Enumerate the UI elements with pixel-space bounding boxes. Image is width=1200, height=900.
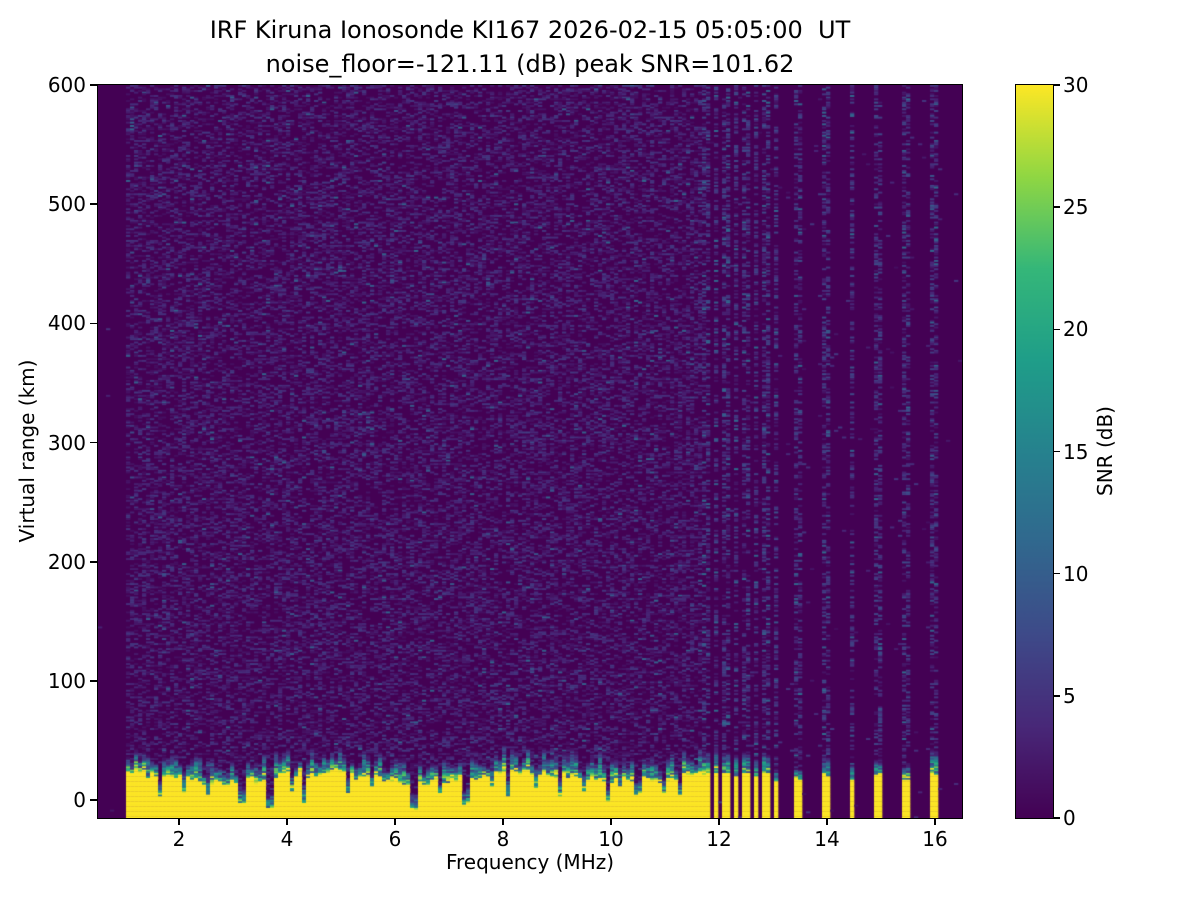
colorbar-tick-mark [1054,206,1060,208]
colorbar-tick-label: 30 [1063,73,1089,97]
colorbar-canvas [1015,84,1054,819]
colorbar-tick-mark [1054,328,1060,331]
colorbar-tick-label: 25 [1063,195,1089,220]
chart-title-line1: IRF Kiruna Ionosonde KI167 2026-02-15 05… [209,16,851,44]
colorbar-tick-label: 15 [1063,439,1089,464]
colorbar-tick-label: 0 [1063,806,1076,830]
colorbar-tick-mark [1054,695,1060,697]
x-tick-label: 16 [922,827,948,851]
colorbar-tick-label: 5 [1063,683,1076,708]
colorbar-tick-mark [1054,817,1060,819]
y-tick-mark [90,84,97,86]
x-tick-label: 8 [496,827,510,851]
y-tick-label: 0 [73,788,86,813]
x-tick-label: 4 [280,827,294,851]
colorbar-tick-mark [1054,572,1060,575]
x-tick-mark [826,819,828,825]
y-tick-label: 300 [47,430,86,455]
x-tick-label: 2 [172,827,186,851]
colorbar-tick-label: 10 [1063,561,1089,586]
chart-title-line2: noise_floor=-121.11 (dB) peak SNR=101.62 [265,50,795,78]
x-tick-label: 14 [814,827,840,851]
x-tick-mark [286,819,288,825]
y-tick-label: 600 [47,73,86,97]
x-axis-label: Frequency (MHz) [445,850,615,874]
y-tick-label: 400 [47,311,86,336]
y-tick-mark [90,203,97,205]
x-tick-label: 12 [706,827,732,851]
x-tick-mark [610,819,612,825]
x-tick-mark [178,819,180,825]
x-tick-label: 10 [598,827,624,851]
colorbar-tick-label: 20 [1063,317,1089,342]
x-tick-mark [718,819,720,825]
colorbar-tick-mark [1054,450,1060,453]
y-tick-label: 200 [47,549,86,574]
y-tick-label: 500 [47,192,86,217]
y-tick-label: 100 [47,668,86,693]
y-tick-mark [90,441,97,444]
x-tick-mark [394,819,396,825]
y-tick-mark [90,799,97,801]
y-tick-mark [90,322,97,325]
x-tick-mark [502,819,504,825]
y-tick-mark [90,680,97,682]
y-tick-mark [90,560,97,563]
colorbar-tick-mark [1054,84,1060,86]
heatmap-canvas [97,84,963,819]
x-tick-mark [934,819,936,825]
x-tick-label: 6 [388,827,402,851]
